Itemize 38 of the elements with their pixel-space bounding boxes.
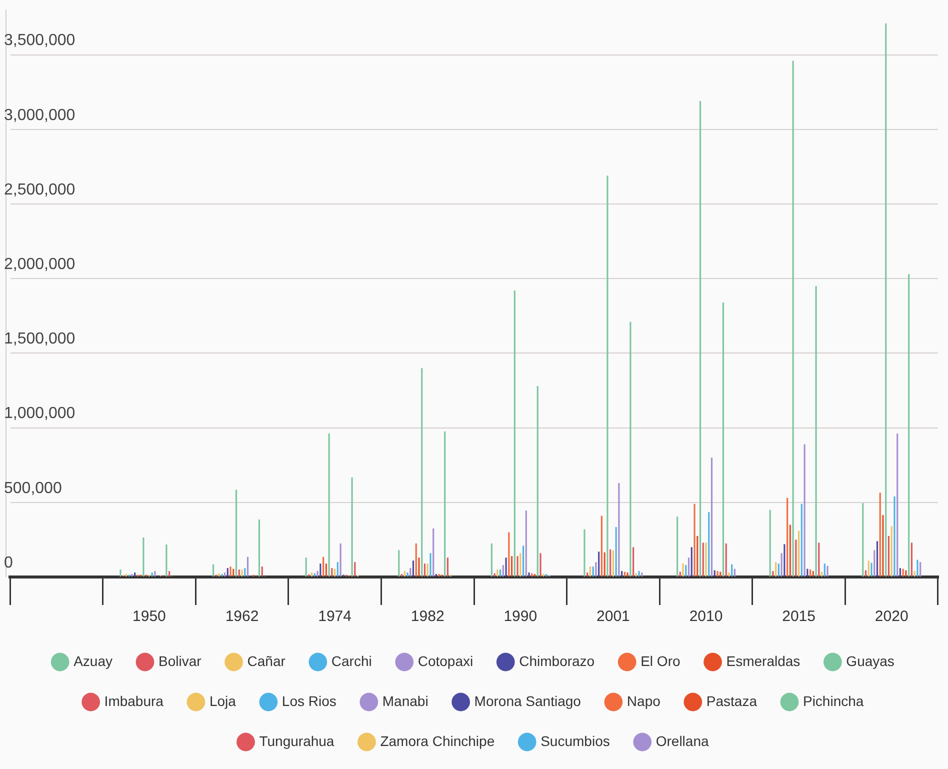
x-tick-label: 1990: [504, 608, 538, 626]
legend-label: Bolivar: [158, 652, 202, 669]
y-tick-label: 1,000,000: [4, 405, 76, 422]
legend-label: Los Rios: [282, 692, 336, 709]
y-tick-label: 2,500,000: [4, 181, 76, 198]
legend-label: Pastaza: [706, 692, 758, 709]
x-tick-label: 2001: [596, 608, 630, 626]
legend-label: Esmeraldas: [726, 652, 800, 669]
legend-label: Manabi: [382, 692, 428, 709]
legend-label: Chimborazo: [519, 652, 595, 669]
x-tick-label: 1950: [132, 608, 166, 626]
legend-label: Carchi: [331, 652, 372, 669]
legend-label: Orellana: [656, 732, 709, 749]
legend-label: Imbabura: [104, 692, 164, 709]
y-tick-label: 1,500,000: [4, 330, 76, 348]
legend-label: Cotopaxi: [418, 652, 474, 669]
y-tick-label: 500,000: [4, 480, 62, 497]
y-tick-label: 3,000,000: [4, 106, 76, 124]
legend-label: Loja: [209, 692, 236, 709]
x-tick-label: 2010: [689, 608, 723, 626]
legend-label: Napo: [626, 692, 661, 709]
x-tick-label: 1974: [318, 608, 352, 626]
legend-label: Pichincha: [802, 692, 864, 709]
legend-label: Cañar: [247, 652, 286, 669]
legend-label: Guayas: [846, 652, 894, 669]
legend-label: Azuay: [74, 652, 112, 669]
y-tick-label: 2,000,000: [4, 256, 76, 273]
legend-label: Zamora Chinchipe: [380, 732, 495, 749]
legend-label: Sucumbios: [540, 732, 610, 749]
y-tick-label: 0: [4, 554, 13, 572]
x-tick-label: 1982: [410, 608, 444, 626]
legend-label: El Oro: [640, 652, 680, 669]
x-tick-label: 1962: [225, 608, 259, 626]
y-tick-label: 3,500,000: [4, 32, 76, 50]
x-tick-label: 2015: [782, 608, 816, 626]
legend-label: Morona Santiago: [474, 692, 582, 709]
x-tick-label: 2020: [874, 608, 908, 626]
legend-label: Tungurahua: [259, 732, 334, 749]
